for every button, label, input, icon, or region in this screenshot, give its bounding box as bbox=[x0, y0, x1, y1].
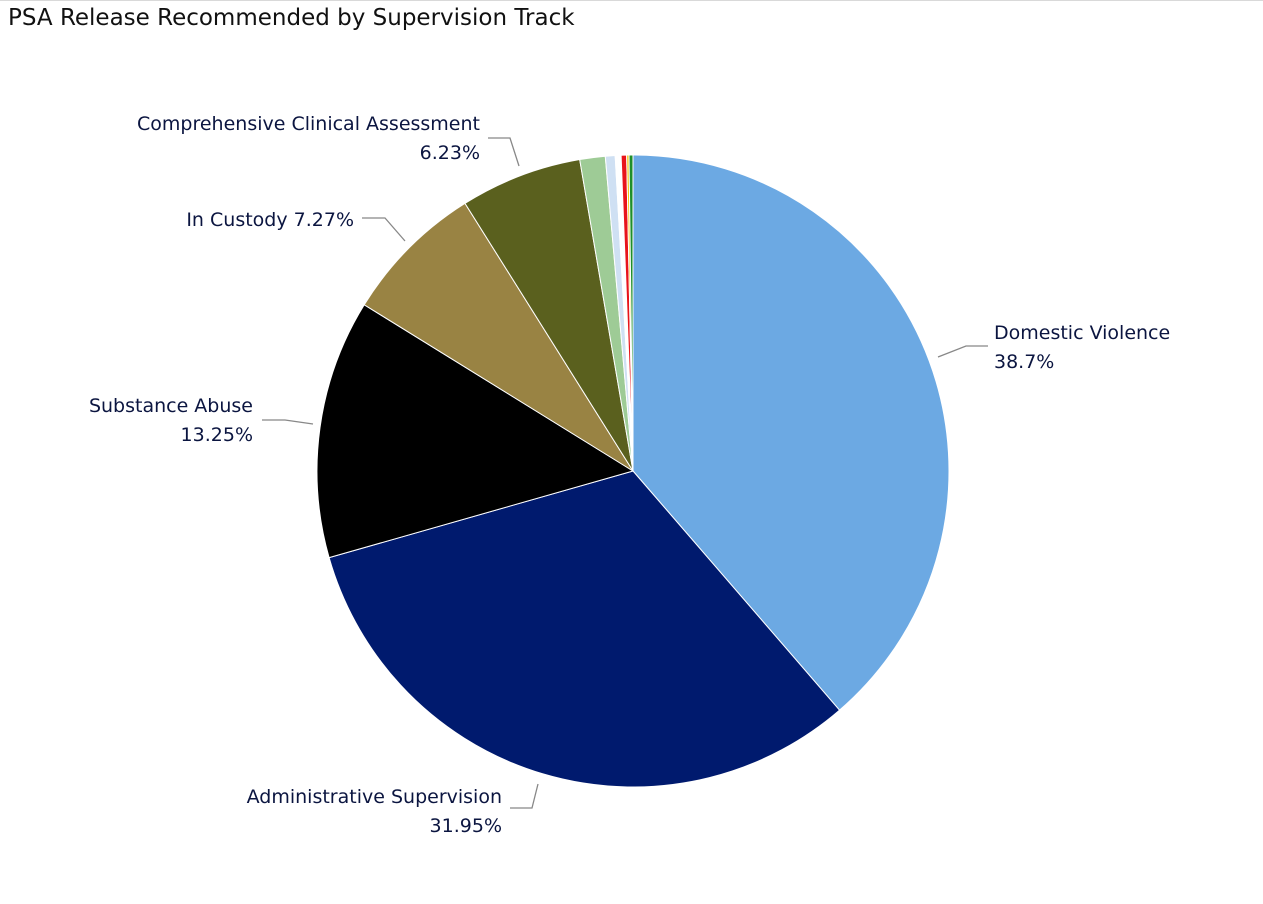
pie-slice-substance-abuse[interactable] bbox=[316, 304, 635, 559]
data-label-administrative-supervision: Administrative Supervision 31.95% bbox=[247, 786, 502, 837]
data-label-name: Comprehensive Clinical Assessment bbox=[137, 113, 480, 135]
pie-slice-in-custody[interactable] bbox=[363, 202, 634, 472]
data-label-name: Domestic Violence bbox=[994, 322, 1170, 344]
pie-slice-domestic-violence[interactable] bbox=[632, 154, 950, 711]
data-label-value: 13.25% bbox=[181, 424, 253, 446]
pie-slice-administrative-supervision[interactable] bbox=[328, 470, 841, 788]
leader-line-substance-abuse bbox=[262, 419, 314, 425]
data-label-name: Substance Abuse bbox=[89, 395, 253, 417]
pie-labels: Domestic Violence 38.7% Administrative Sup… bbox=[89, 113, 1170, 837]
leader-line-in-custody bbox=[362, 217, 406, 242]
leader-line-domestic-violence bbox=[937, 345, 988, 358]
pie-slice-comprehensive-clinical-assessment[interactable] bbox=[464, 158, 634, 472]
data-label-name: Administrative Supervision bbox=[247, 786, 502, 808]
leader-line-comprehensive-clinical-assessment bbox=[488, 137, 520, 167]
leader-line-administrative-supervision bbox=[510, 783, 539, 809]
data-label-domestic-violence: Domestic Violence 38.7% bbox=[994, 322, 1170, 373]
data-label-substance-abuse: Substance Abuse 13.25% bbox=[89, 395, 253, 446]
top-divider bbox=[0, 0, 1263, 1]
data-label-value: 31.95% bbox=[430, 815, 502, 837]
pie-slice-minor-10[interactable] bbox=[628, 154, 634, 472]
data-label-in-custody: In Custody 7.27% bbox=[186, 209, 354, 231]
data-label-value: 38.7% bbox=[994, 351, 1054, 373]
data-label-value: 6.23% bbox=[420, 142, 480, 164]
data-label-comprehensive-clinical-assessment: Comprehensive Clinical Assessment 6.23% bbox=[137, 113, 480, 164]
pie-slices bbox=[316, 154, 950, 788]
chart-title: PSA Release Recommended by Supervision T… bbox=[8, 5, 575, 31]
